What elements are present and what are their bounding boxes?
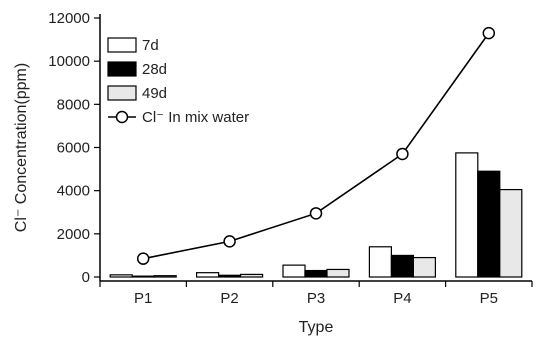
bar-49d-P5 — [499, 188, 523, 278]
line-series — [136, 26, 496, 265]
legend-label: Cl⁻ In mix water — [142, 109, 249, 126]
bar-49d-P2 — [240, 273, 264, 278]
legend-marker — [115, 110, 129, 124]
line-point-P5 — [482, 26, 496, 40]
bar-49d-P3 — [326, 268, 350, 278]
y-tick-label: 12000 — [48, 10, 90, 27]
legend-label: 7d — [142, 37, 159, 54]
bar-7d-P3 — [282, 264, 306, 278]
axes: 0 2000 4000 6000 8000 10000 12000 P1 P2 P3 P4 P5 — [48, 10, 533, 307]
bar-28d-P5 — [477, 170, 501, 278]
bar-7d-P2 — [196, 272, 220, 278]
legend-swatch — [107, 61, 137, 77]
y-tick-label: 6000 — [57, 140, 90, 157]
x-tick-label: P5 — [480, 290, 498, 307]
line-point-P3 — [309, 207, 323, 220]
line-point-P2 — [223, 235, 236, 248]
y-tick-label: 0 — [82, 269, 90, 286]
legend: 7d 28d 49d Cl⁻ In mix water — [107, 37, 249, 126]
bar-49d-P4 — [412, 256, 436, 278]
legend-label: 28d — [142, 61, 167, 78]
bar-28d-P3 — [304, 269, 328, 278]
legend-swatch — [107, 37, 137, 53]
bar-28d-P4 — [390, 254, 414, 278]
legend-swatch — [107, 85, 137, 101]
y-tick-label: 2000 — [57, 226, 90, 243]
line-path — [143, 32, 490, 260]
y-tick-label: 8000 — [57, 96, 90, 113]
line-point-P1 — [136, 252, 150, 265]
y-tick-label: 10000 — [48, 53, 90, 70]
bar-28d-P2 — [218, 274, 242, 278]
x-tick-label: P2 — [220, 290, 238, 307]
x-axis-label: Type — [299, 319, 334, 336]
bar-7d-P4 — [368, 246, 392, 278]
y-axis-label: Cl⁻ Concentration(ppm) — [13, 63, 30, 232]
legend-label: 49d — [142, 85, 167, 102]
y-tick-label: 4000 — [57, 183, 90, 200]
bar-group — [109, 152, 523, 278]
bar-7d-P1 — [109, 274, 133, 278]
line-point-P4 — [396, 147, 409, 161]
x-tick-label: P3 — [307, 290, 325, 307]
x-tick-label: P4 — [393, 290, 411, 307]
x-tick-label: P1 — [134, 290, 152, 307]
bar-49d-P1 — [153, 275, 177, 278]
bar-7d-P5 — [455, 152, 479, 278]
bar-28d-P1 — [131, 275, 155, 278]
